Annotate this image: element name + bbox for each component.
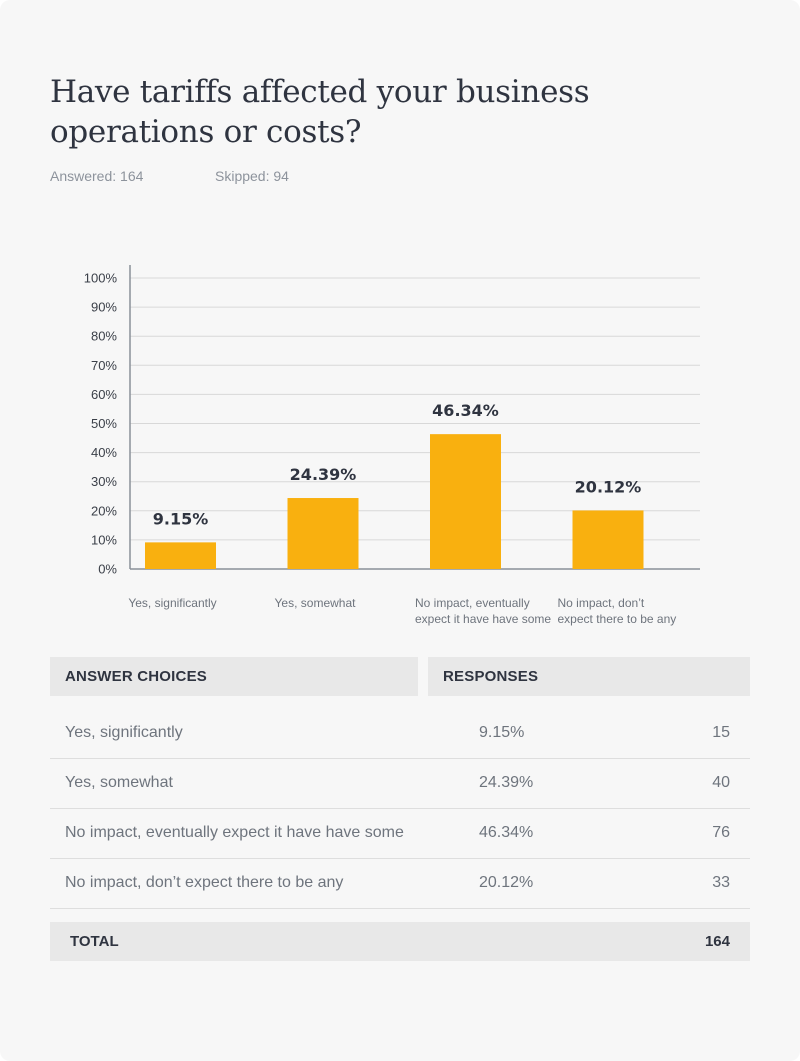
answered-count: Answered: 164 xyxy=(50,168,144,184)
y-tick-label: 60% xyxy=(91,387,117,402)
category-label: Yes, significantly xyxy=(128,596,216,610)
row-percent: 24.39% xyxy=(479,774,534,791)
row-label: Yes, significantly xyxy=(65,724,183,741)
row-count: 76 xyxy=(712,824,730,841)
question-title: Have tariffs affected your business oper… xyxy=(50,74,590,150)
total-value: 164 xyxy=(704,933,730,950)
y-tick-label: 10% xyxy=(91,532,117,547)
responses-header: RESPONSES xyxy=(428,657,750,696)
y-tick-label: 20% xyxy=(91,503,117,518)
skipped-count: Skipped: 94 xyxy=(215,168,289,184)
y-tick-label: 30% xyxy=(91,474,117,489)
y-tick-label: 50% xyxy=(91,416,117,431)
data-label: 9.15% xyxy=(153,509,209,528)
category-label: No impact, don’t xyxy=(558,596,645,610)
y-tick-label: 80% xyxy=(91,329,117,344)
bar xyxy=(287,498,359,569)
row-label: Yes, somewhat xyxy=(65,774,173,791)
bar-chart: 0% 10% 20% 30% 40% 50% 60% 70% 80% 90% 100% 9.15% Ye… xyxy=(84,265,700,626)
y-tick-label: 0% xyxy=(98,562,117,577)
bar xyxy=(145,542,216,569)
answer-choices-header: ANSWER CHOICES xyxy=(50,657,418,696)
row-count: 15 xyxy=(712,724,730,741)
data-label: 24.39% xyxy=(290,465,357,484)
row-label: No impact, eventually expect it have hav… xyxy=(65,824,404,841)
table-row: Yes, somewhat 24.39% 40 xyxy=(50,758,750,809)
category-label: expect it have have some xyxy=(415,612,551,626)
row-percent: 46.34% xyxy=(479,824,534,841)
row-label: No impact, don’t expect there to be any xyxy=(65,874,344,891)
data-label: 20.12% xyxy=(575,477,642,496)
y-tick-label: 100% xyxy=(84,271,118,286)
y-tick-label: 70% xyxy=(91,358,117,373)
y-tick-label: 90% xyxy=(91,300,117,315)
category-label: expect there to be any xyxy=(558,612,677,626)
category-label: Yes, somewhat xyxy=(275,596,357,610)
y-tick-label: 40% xyxy=(91,445,117,460)
table-row: Yes, significantly 9.15% 15 xyxy=(50,708,750,759)
row-count: 33 xyxy=(712,874,730,891)
row-count: 40 xyxy=(712,774,730,791)
total-label: TOTAL xyxy=(70,933,119,950)
table-row: No impact, don’t expect there to be any … xyxy=(50,858,750,909)
data-label: 46.34% xyxy=(432,401,499,420)
total-row: TOTAL 164 xyxy=(50,922,750,961)
table-row: No impact, eventually expect it have hav… xyxy=(50,808,750,859)
category-label: No impact, eventually xyxy=(415,596,530,610)
row-percent: 9.15% xyxy=(479,724,525,741)
bar xyxy=(430,434,501,569)
bar xyxy=(572,510,644,569)
row-percent: 20.12% xyxy=(479,874,534,891)
